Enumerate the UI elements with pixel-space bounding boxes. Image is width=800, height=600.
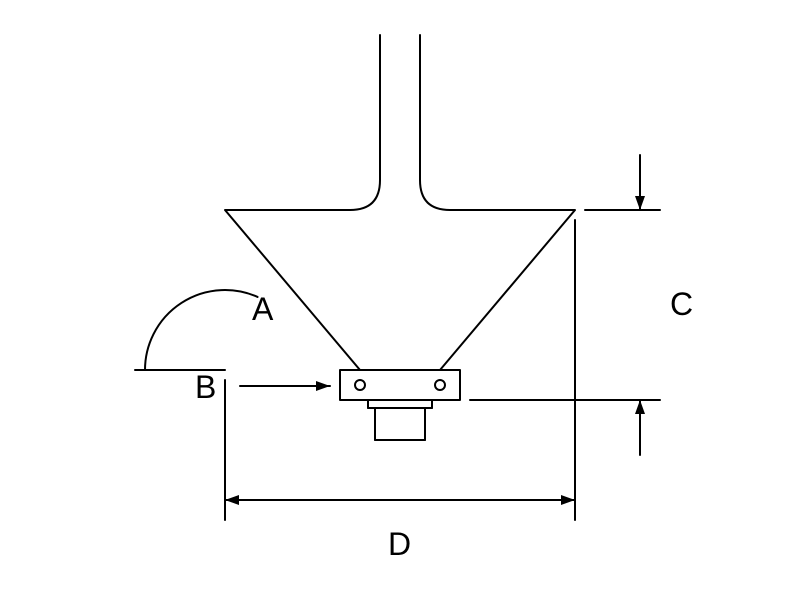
label-a: A bbox=[252, 291, 274, 327]
label-c: C bbox=[670, 286, 693, 322]
label-d: D bbox=[388, 526, 411, 562]
label-b: B bbox=[195, 369, 216, 405]
angle-arc bbox=[145, 290, 258, 370]
